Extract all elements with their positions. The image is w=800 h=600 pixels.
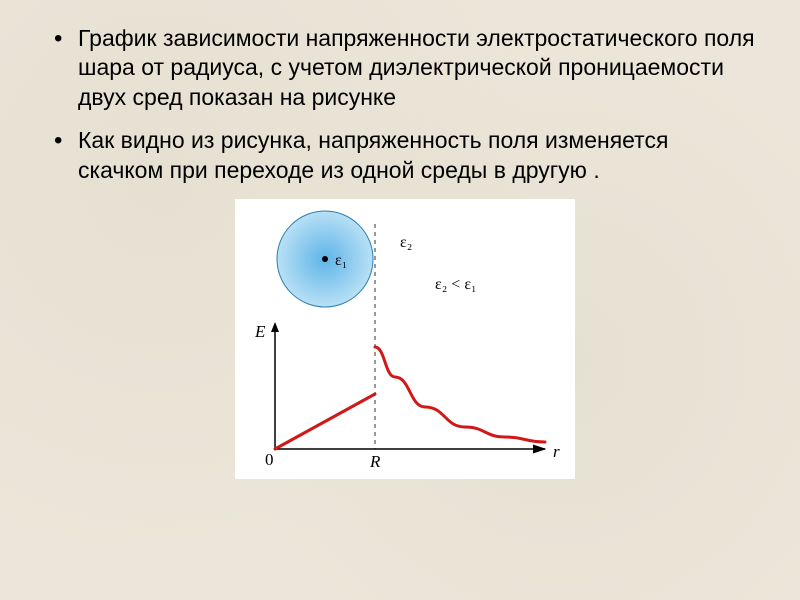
origin-label: 0 <box>265 450 274 469</box>
inequality-label: ε₂ < ε₁ <box>435 276 477 293</box>
bullet-list: График зависимости напряженности электро… <box>50 24 760 185</box>
sphere-center-dot <box>322 256 328 262</box>
bullet-item: График зависимости напряженности электро… <box>50 24 760 112</box>
x-axis-label: r <box>553 442 560 461</box>
eps2-label: ε₂ <box>400 234 412 251</box>
diagram-container: ε₁ ε₂ ε₂ < ε₁ E r 0 R <box>235 199 575 479</box>
bullet-item: Как видно из рисунка, напряженность поля… <box>50 126 760 185</box>
field-diagram: ε₁ ε₂ ε₂ < ε₁ E r 0 R <box>235 199 575 479</box>
y-axis-arrow <box>271 322 279 332</box>
curve-decay-part <box>375 347 545 442</box>
eps1-label: ε₁ <box>335 252 347 269</box>
y-axis-label: E <box>254 322 266 341</box>
curve-linear-part <box>275 394 375 449</box>
R-label: R <box>369 452 381 471</box>
